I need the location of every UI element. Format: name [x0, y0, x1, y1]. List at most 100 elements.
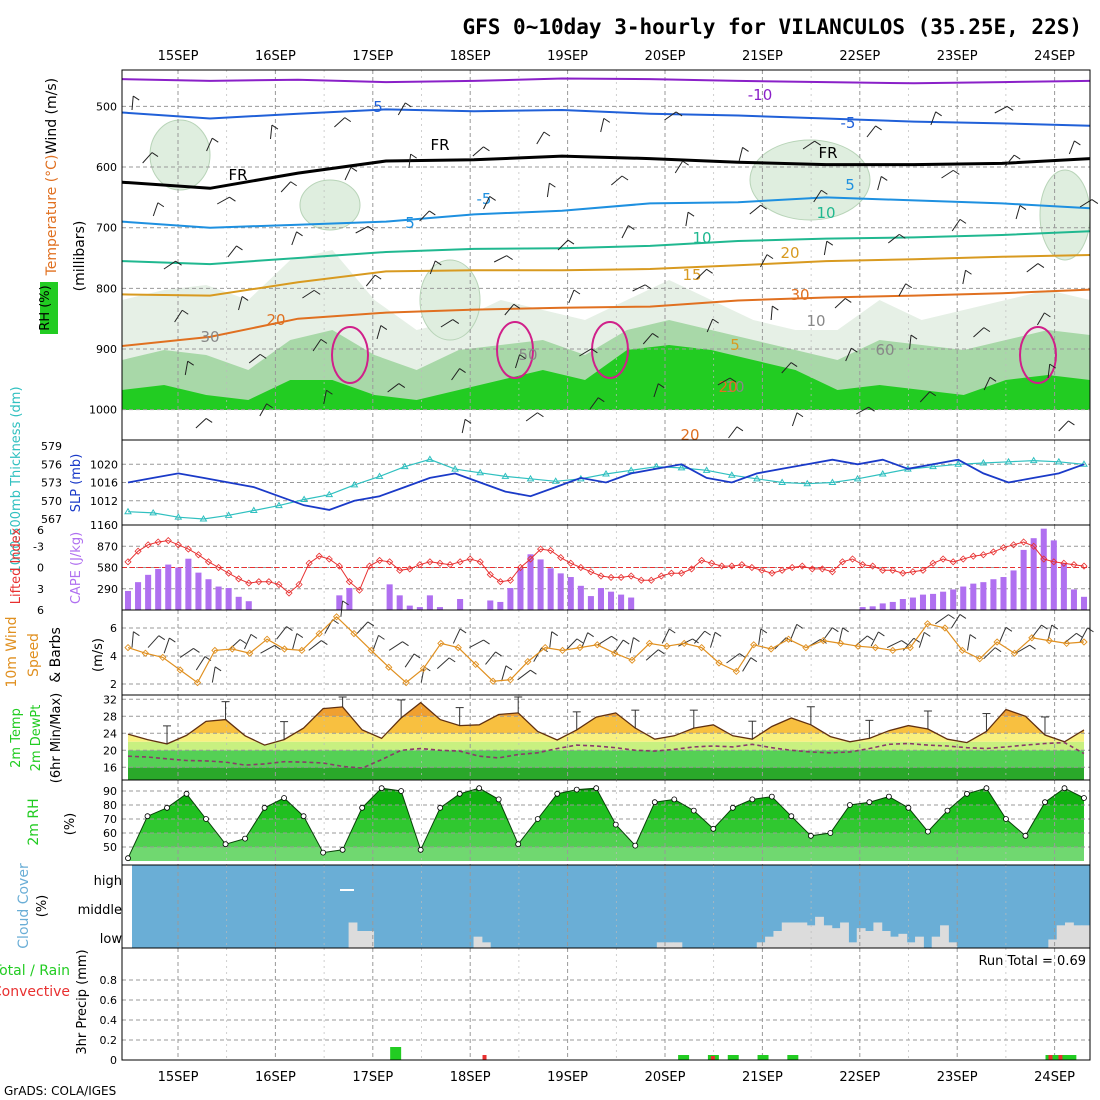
wind-barb [131, 96, 134, 111]
cape-bar [930, 593, 937, 610]
rh-marker [203, 816, 209, 822]
convective-bar [710, 1056, 715, 1060]
cape-tick-label: 290 [97, 583, 118, 596]
li-marker [355, 586, 364, 594]
cape-bar [406, 605, 413, 610]
li-marker [365, 562, 374, 570]
wind-barb-feather [668, 628, 676, 634]
li-tick-label: -3 [33, 540, 44, 553]
thickness-marker [954, 460, 963, 467]
wind-barb-feather [350, 166, 358, 172]
wind-barb-feather [326, 389, 333, 395]
wind-barb [1005, 154, 1015, 167]
wind-barb-feather [551, 631, 558, 637]
dewpoint-line [127, 741, 1085, 769]
run-total-label: Run Total = 0.69 [978, 954, 1086, 969]
wind-barb [276, 626, 287, 640]
low-cloud-bar [848, 942, 858, 948]
low-cloud-bar [881, 930, 891, 948]
cape-bar [155, 568, 162, 610]
rh-moist-patch [299, 179, 361, 231]
axis-title: Speed [26, 633, 42, 677]
li-tick-label: 6 [37, 524, 44, 537]
isotherm-line [121, 230, 1091, 266]
cape-tick-label: 580 [97, 562, 118, 575]
wind-barb [738, 147, 744, 162]
cape-bar [145, 574, 152, 610]
li-marker [506, 576, 514, 584]
wind-speed-marker [1010, 649, 1019, 657]
warm-cell-contour [1019, 326, 1057, 384]
contour-label: -5 [477, 190, 492, 208]
thickness-marker [979, 459, 988, 466]
wind-barb-feather [1087, 627, 1094, 633]
contour-label: FR [430, 136, 449, 154]
li-marker [225, 569, 233, 577]
axis-title: (millibars) [72, 221, 88, 292]
thickness-marker [426, 455, 434, 462]
wind-speed-marker [576, 643, 584, 652]
low-cloud-bar [865, 930, 874, 948]
rh-marker [378, 785, 385, 792]
contour-label: 60 [875, 341, 894, 359]
wind-barb-feather [760, 628, 768, 634]
wind-barb-feather [899, 233, 906, 239]
wind-barb-feather [537, 412, 544, 418]
li-marker [295, 580, 303, 589]
wind-barb [504, 303, 515, 316]
cape-bar [587, 596, 594, 610]
wind-speed-marker [611, 649, 619, 657]
low-cloud-bar [840, 922, 849, 948]
rain-bar [678, 1055, 690, 1060]
wind-barb-feather [692, 638, 699, 644]
wind-speed-marker [263, 635, 271, 643]
low-cloud-bar [1065, 922, 1074, 948]
li-marker [1080, 562, 1088, 570]
wind-barb-feather [901, 640, 908, 646]
panel-frame [121, 947, 1091, 1061]
li-marker [416, 561, 424, 569]
axis-title: CAPE (J/kg) [69, 532, 84, 604]
cape-bar [225, 588, 232, 610]
thickness-marker [1029, 456, 1038, 464]
wind-barb-feather [286, 626, 293, 632]
low-cloud-bar [765, 936, 774, 948]
slp-line [127, 458, 1085, 511]
wind-barb-feather [157, 202, 165, 208]
wind-barb-feather [712, 318, 719, 324]
wind-barb-feather [675, 111, 683, 117]
wind-barb-feather [821, 189, 828, 195]
rh-marker [905, 804, 912, 811]
wind-barb [758, 628, 762, 645]
axis-title: 2m DewPt [29, 705, 44, 772]
wind-barb-feather [1029, 644, 1036, 650]
wind-barb [227, 245, 237, 258]
li-marker [577, 563, 585, 572]
wind-barb-feather [175, 260, 182, 266]
rh-marker [729, 804, 736, 811]
wind-barb [292, 633, 298, 650]
wind-barb [259, 403, 268, 417]
wind-barb-feather [132, 95, 140, 101]
li-marker [687, 565, 696, 573]
date-label-top: 20SEP [645, 49, 686, 64]
cape-bar [245, 601, 252, 610]
li-marker [909, 568, 917, 576]
rh-marker [983, 785, 990, 792]
rh-band [128, 847, 1084, 861]
thickness-marker [501, 472, 510, 479]
wind-barb-feather [374, 274, 382, 280]
wind-speed-marker [1028, 634, 1036, 642]
wind-barb [536, 131, 545, 145]
wind-speed-marker [402, 678, 410, 687]
cape-bar [899, 599, 906, 610]
axis-tick-label: 700 [96, 222, 117, 235]
wind-barb-feather [1019, 205, 1027, 210]
cape-bar [889, 601, 896, 610]
wind-barb-feather [506, 255, 513, 261]
cape-bar [386, 584, 393, 610]
wind-barb-feather [1037, 263, 1045, 268]
wind-barb [838, 627, 844, 644]
low-cloud-bar [806, 925, 816, 948]
